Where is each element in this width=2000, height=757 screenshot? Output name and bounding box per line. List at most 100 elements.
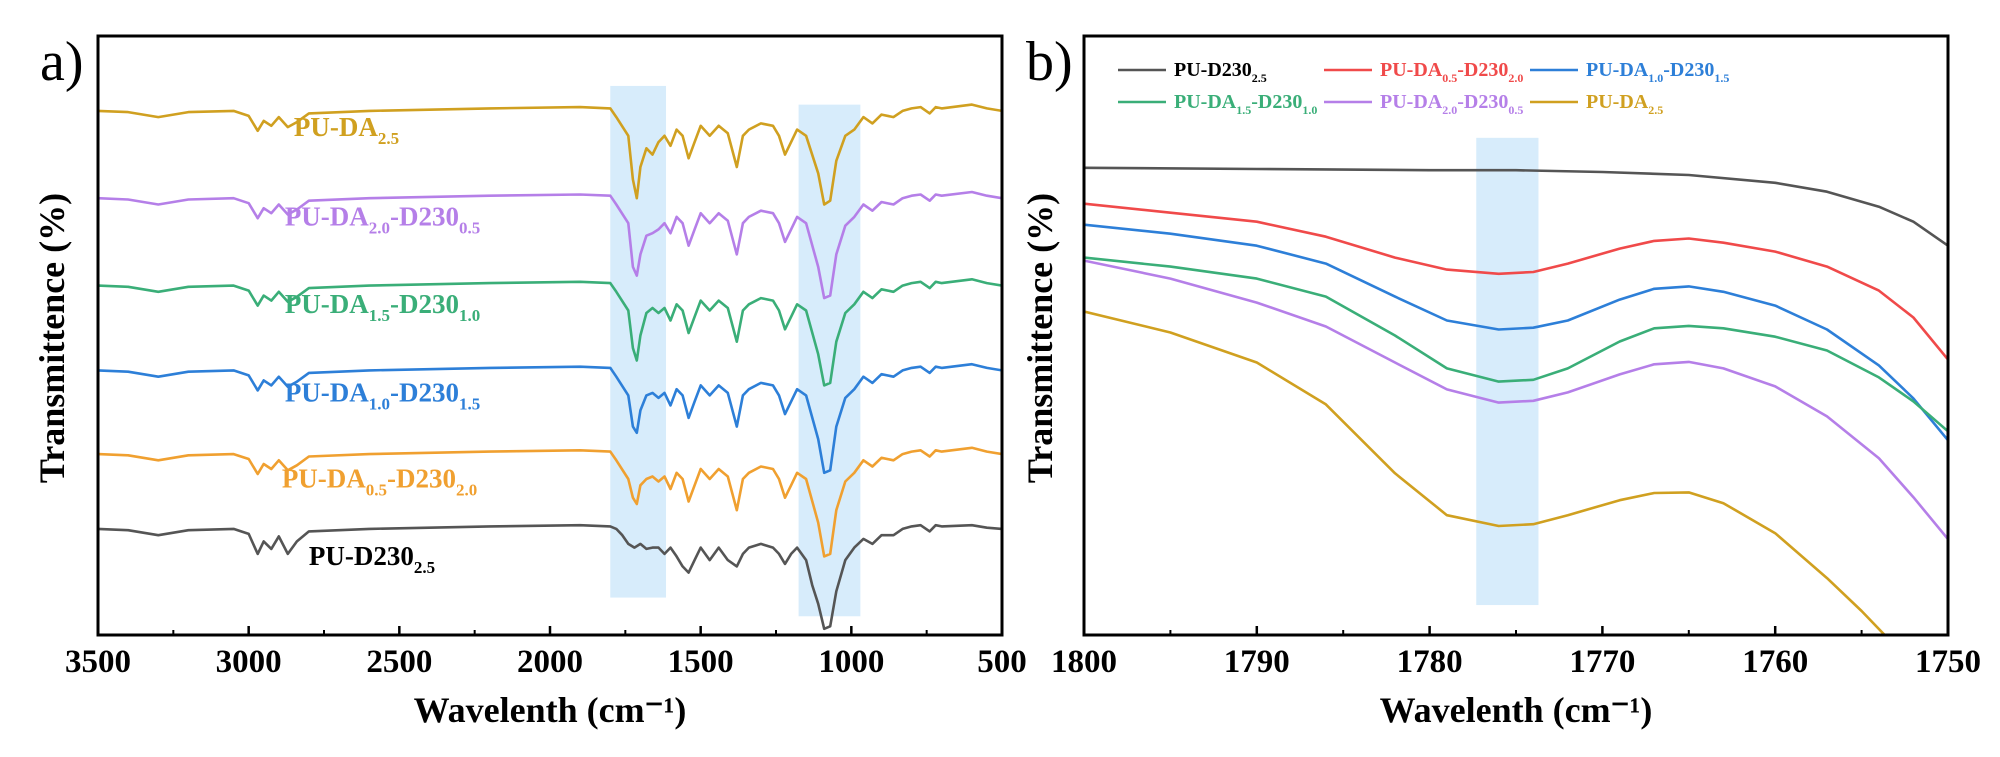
series-line	[98, 446, 1002, 558]
x-tick-label: 1800	[1051, 644, 1117, 680]
label-subscript: 2.0	[456, 481, 477, 500]
label-text-part: -D230	[1457, 91, 1508, 113]
label-subscript: 0.5	[366, 481, 387, 500]
legend-entry: PU-DA1.5-D2301.0	[1118, 91, 1317, 117]
label-text-part: PU-DA	[294, 112, 378, 142]
label-text-part: PU-DA	[1586, 91, 1649, 113]
label-subscript: 2.0	[369, 219, 390, 238]
label-text-part: PU-DA	[1174, 91, 1237, 113]
label-subscript: 1.0	[369, 395, 390, 414]
x-tick-label: 1000	[818, 644, 884, 680]
label-text-part: -D230	[1251, 91, 1302, 113]
x-tick-label: 3000	[216, 644, 282, 680]
label-subscript: 2.0	[1508, 71, 1523, 85]
highlight-band	[798, 104, 861, 617]
series-label: PU-DA2.0-D2300.5	[285, 202, 480, 238]
y-axis-title: Transmittence (%)	[1020, 193, 1060, 483]
series-line	[1084, 223, 1948, 442]
panel-label-a: a)	[40, 31, 84, 93]
label-text-part: -D230	[390, 378, 459, 408]
label-subscript: 2.0	[1442, 103, 1457, 117]
label-text-part: PU-DA	[1380, 91, 1443, 113]
panel-b: 1800 1790 1780 1770 1760 1750 PU-D2302.5 PU-DA…	[1020, 31, 1981, 730]
series-label: PU-DA2.0-D2300.5	[1380, 91, 1523, 117]
series-label: PU-DA2.5	[294, 112, 399, 148]
x-axis-title: Wavelenth (cm⁻¹)	[414, 690, 687, 730]
legend-entry: PU-D2302.5	[1118, 59, 1267, 85]
label-text-part: -D230	[390, 289, 459, 319]
series-line	[1084, 259, 1948, 541]
label-text-part: PU-DA	[285, 378, 369, 408]
label-subscript: 0.5	[1508, 103, 1523, 117]
series-line	[98, 190, 1002, 300]
label-subscript: 0.5	[459, 219, 480, 238]
label-subscript: 2.5	[1252, 71, 1267, 85]
x-ticks: 3500 3000 2500 2000 1500 1000 500	[65, 626, 1027, 680]
series-label: PU-DA2.5	[1586, 91, 1663, 117]
x-ticks: 1800 1790 1780 1770 1760 1750	[1051, 626, 1981, 680]
label-text-part: -D230	[390, 202, 459, 232]
label-text-part: PU-DA	[1380, 59, 1443, 81]
highlight-bands	[1476, 137, 1539, 606]
legend: PU-D2302.5 PU-DA0.5-D2302.0 PU-DA1.0-D2301…	[1118, 59, 1729, 117]
label-text-part: PU-DA	[1586, 59, 1649, 81]
panel-a: 3500 3000 2500 2000 1500 1000 500 PU-DA2.5PU-D…	[32, 31, 1027, 730]
series-line	[1084, 166, 1948, 247]
series-line	[1084, 310, 1887, 635]
label-subscript: 2.5	[378, 129, 399, 148]
series-line	[1084, 202, 1948, 361]
x-tick-label: 500	[977, 644, 1027, 680]
label-subscript: 1.0	[459, 306, 480, 325]
series-label: PU-DA1.5-D2301.0	[285, 289, 480, 325]
series-line	[98, 103, 1002, 206]
label-text-part: PU-D230	[309, 541, 414, 571]
label-subscript: 1.5	[369, 306, 390, 325]
x-tick-label: 2000	[517, 644, 583, 680]
series-line	[98, 362, 1002, 475]
y-axis-title: Transmittence (%)	[32, 193, 72, 483]
x-tick-label: 1790	[1224, 644, 1290, 680]
series-label: PU-DA0.5-D2302.0	[282, 464, 477, 500]
x-tick-label: 1750	[1915, 644, 1981, 680]
series-label: PU-DA0.5-D2302.0	[1380, 59, 1523, 85]
x-tick-label: 1770	[1569, 644, 1635, 680]
x-tick-label: 1760	[1742, 644, 1808, 680]
x-tick-label: 3500	[65, 644, 131, 680]
label-subscript: 1.0	[1648, 71, 1663, 85]
series-label: PU-D2302.5	[1174, 59, 1267, 85]
x-axis-title: Wavelenth (cm⁻¹)	[1380, 690, 1653, 730]
series-labels: PU-DA2.5PU-DA2.0-D2300.5PU-DA1.5-D2301.0…	[282, 112, 480, 577]
label-subscript: 1.0	[1302, 103, 1317, 117]
series-label: PU-DA1.0-D2301.5	[1586, 59, 1729, 85]
label-text-part: PU-D230	[1174, 59, 1252, 81]
legend-entry: PU-DA2.0-D2300.5	[1324, 91, 1523, 117]
spectra-lines	[98, 103, 1002, 631]
label-text-part: PU-DA	[285, 202, 369, 232]
x-tick-label: 2500	[366, 644, 432, 680]
highlight-band	[1476, 137, 1539, 606]
legend-entry: PU-DA1.0-D2301.5	[1530, 59, 1729, 85]
highlight-bands	[610, 85, 861, 617]
spectra-lines	[1084, 166, 1948, 635]
plot-frame	[96, 34, 1004, 637]
label-subscript: 1.5	[459, 395, 480, 414]
series-line	[98, 523, 1002, 631]
label-text-part: PU-DA	[285, 289, 369, 319]
series-line	[98, 278, 1002, 387]
legend-entry: PU-DA2.5	[1530, 91, 1663, 117]
label-subscript: 2.5	[414, 558, 435, 577]
x-tick-label: 1780	[1397, 644, 1463, 680]
label-subscript: 1.5	[1236, 103, 1251, 117]
label-subscript: 1.5	[1714, 71, 1729, 85]
panel-label-b: b)	[1026, 31, 1073, 93]
series-label: PU-D2302.5	[309, 541, 435, 577]
label-subscript: 0.5	[1442, 71, 1457, 85]
highlight-band	[610, 85, 667, 598]
label-subscript: 2.5	[1648, 103, 1663, 117]
series-line	[1084, 256, 1948, 433]
label-text-part: -D230	[387, 464, 456, 494]
series-label: PU-DA1.5-D2301.0	[1174, 91, 1317, 117]
x-tick-label: 1500	[668, 644, 734, 680]
label-text-part: -D230	[1457, 59, 1508, 81]
